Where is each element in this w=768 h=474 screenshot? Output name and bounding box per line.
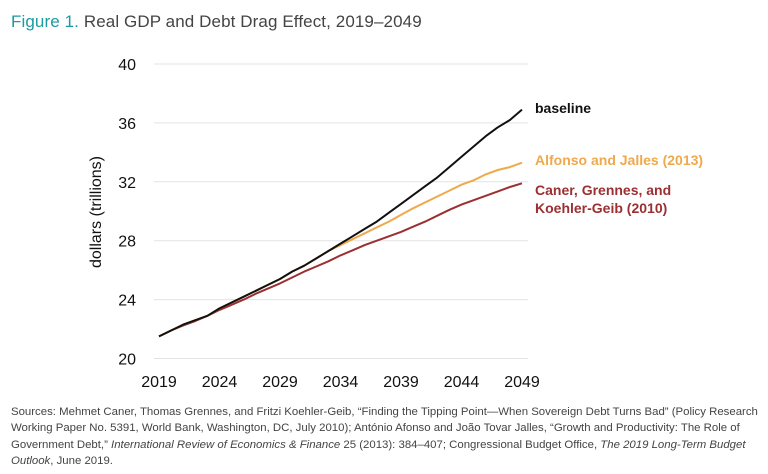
y-tick-label: 40 (118, 57, 136, 74)
sources-segment: Sources: Mehmet Caner, Thomas Grennes, a… (11, 406, 758, 451)
x-tick-label: 2039 (383, 374, 419, 391)
y-tick-label: 20 (118, 352, 136, 369)
x-tick-label: 2029 (262, 374, 298, 391)
sources-segment: International Review of Economics & Fina… (111, 438, 341, 451)
x-axis-ticks: 2019 2024 2029 2034 2039 2044 2049 (141, 374, 540, 391)
x-tick-label: 2019 (141, 374, 177, 391)
y-tick-label: 32 (118, 175, 136, 192)
figure-label: Figure 1. (11, 12, 79, 31)
y-tick-label: 24 (118, 293, 136, 310)
sources-segment: The 2019 Long-Term Budget Outlook (11, 438, 746, 467)
sources-segment: 25 (2013): 384–407; Congressional Budget… (340, 438, 601, 451)
x-tick-label: 2049 (504, 374, 540, 391)
series-line-caner-grennes-koehler-geib (158, 182, 523, 338)
series-label-caner-line1: Caner, Grennes, and (535, 182, 671, 198)
series-label-caner-line2: Koehler-Geib (2010) (535, 200, 667, 216)
figure-title-text: Real GDP and Debt Drag Effect, 2019–2049 (83, 12, 422, 31)
sources-segment: , June 2019. (50, 454, 113, 467)
sources-note: Sources: Mehmet Caner, Thomas Grennes, a… (11, 404, 761, 469)
figure-title: Figure 1. Real GDP and Debt Drag Effect,… (11, 12, 422, 32)
y-tick-label: 36 (118, 116, 136, 133)
series-line-alfonso-jalles (158, 161, 523, 338)
series-label-baseline: baseline (535, 100, 591, 116)
y-axis-label: dollars (trillions) (88, 156, 105, 268)
x-tick-label: 2044 (444, 374, 480, 391)
x-tick-label: 2034 (323, 374, 359, 391)
x-tick-label: 2024 (202, 374, 238, 391)
series-line-baseline (158, 108, 523, 338)
y-axis-ticks: 20 24 28 32 36 40 (118, 57, 136, 369)
series-label-alfonso-jalles: Alfonso and Jalles (2013) (535, 152, 703, 168)
series-lines (158, 108, 523, 338)
gridlines (154, 63, 528, 359)
y-tick-label: 28 (118, 234, 136, 251)
